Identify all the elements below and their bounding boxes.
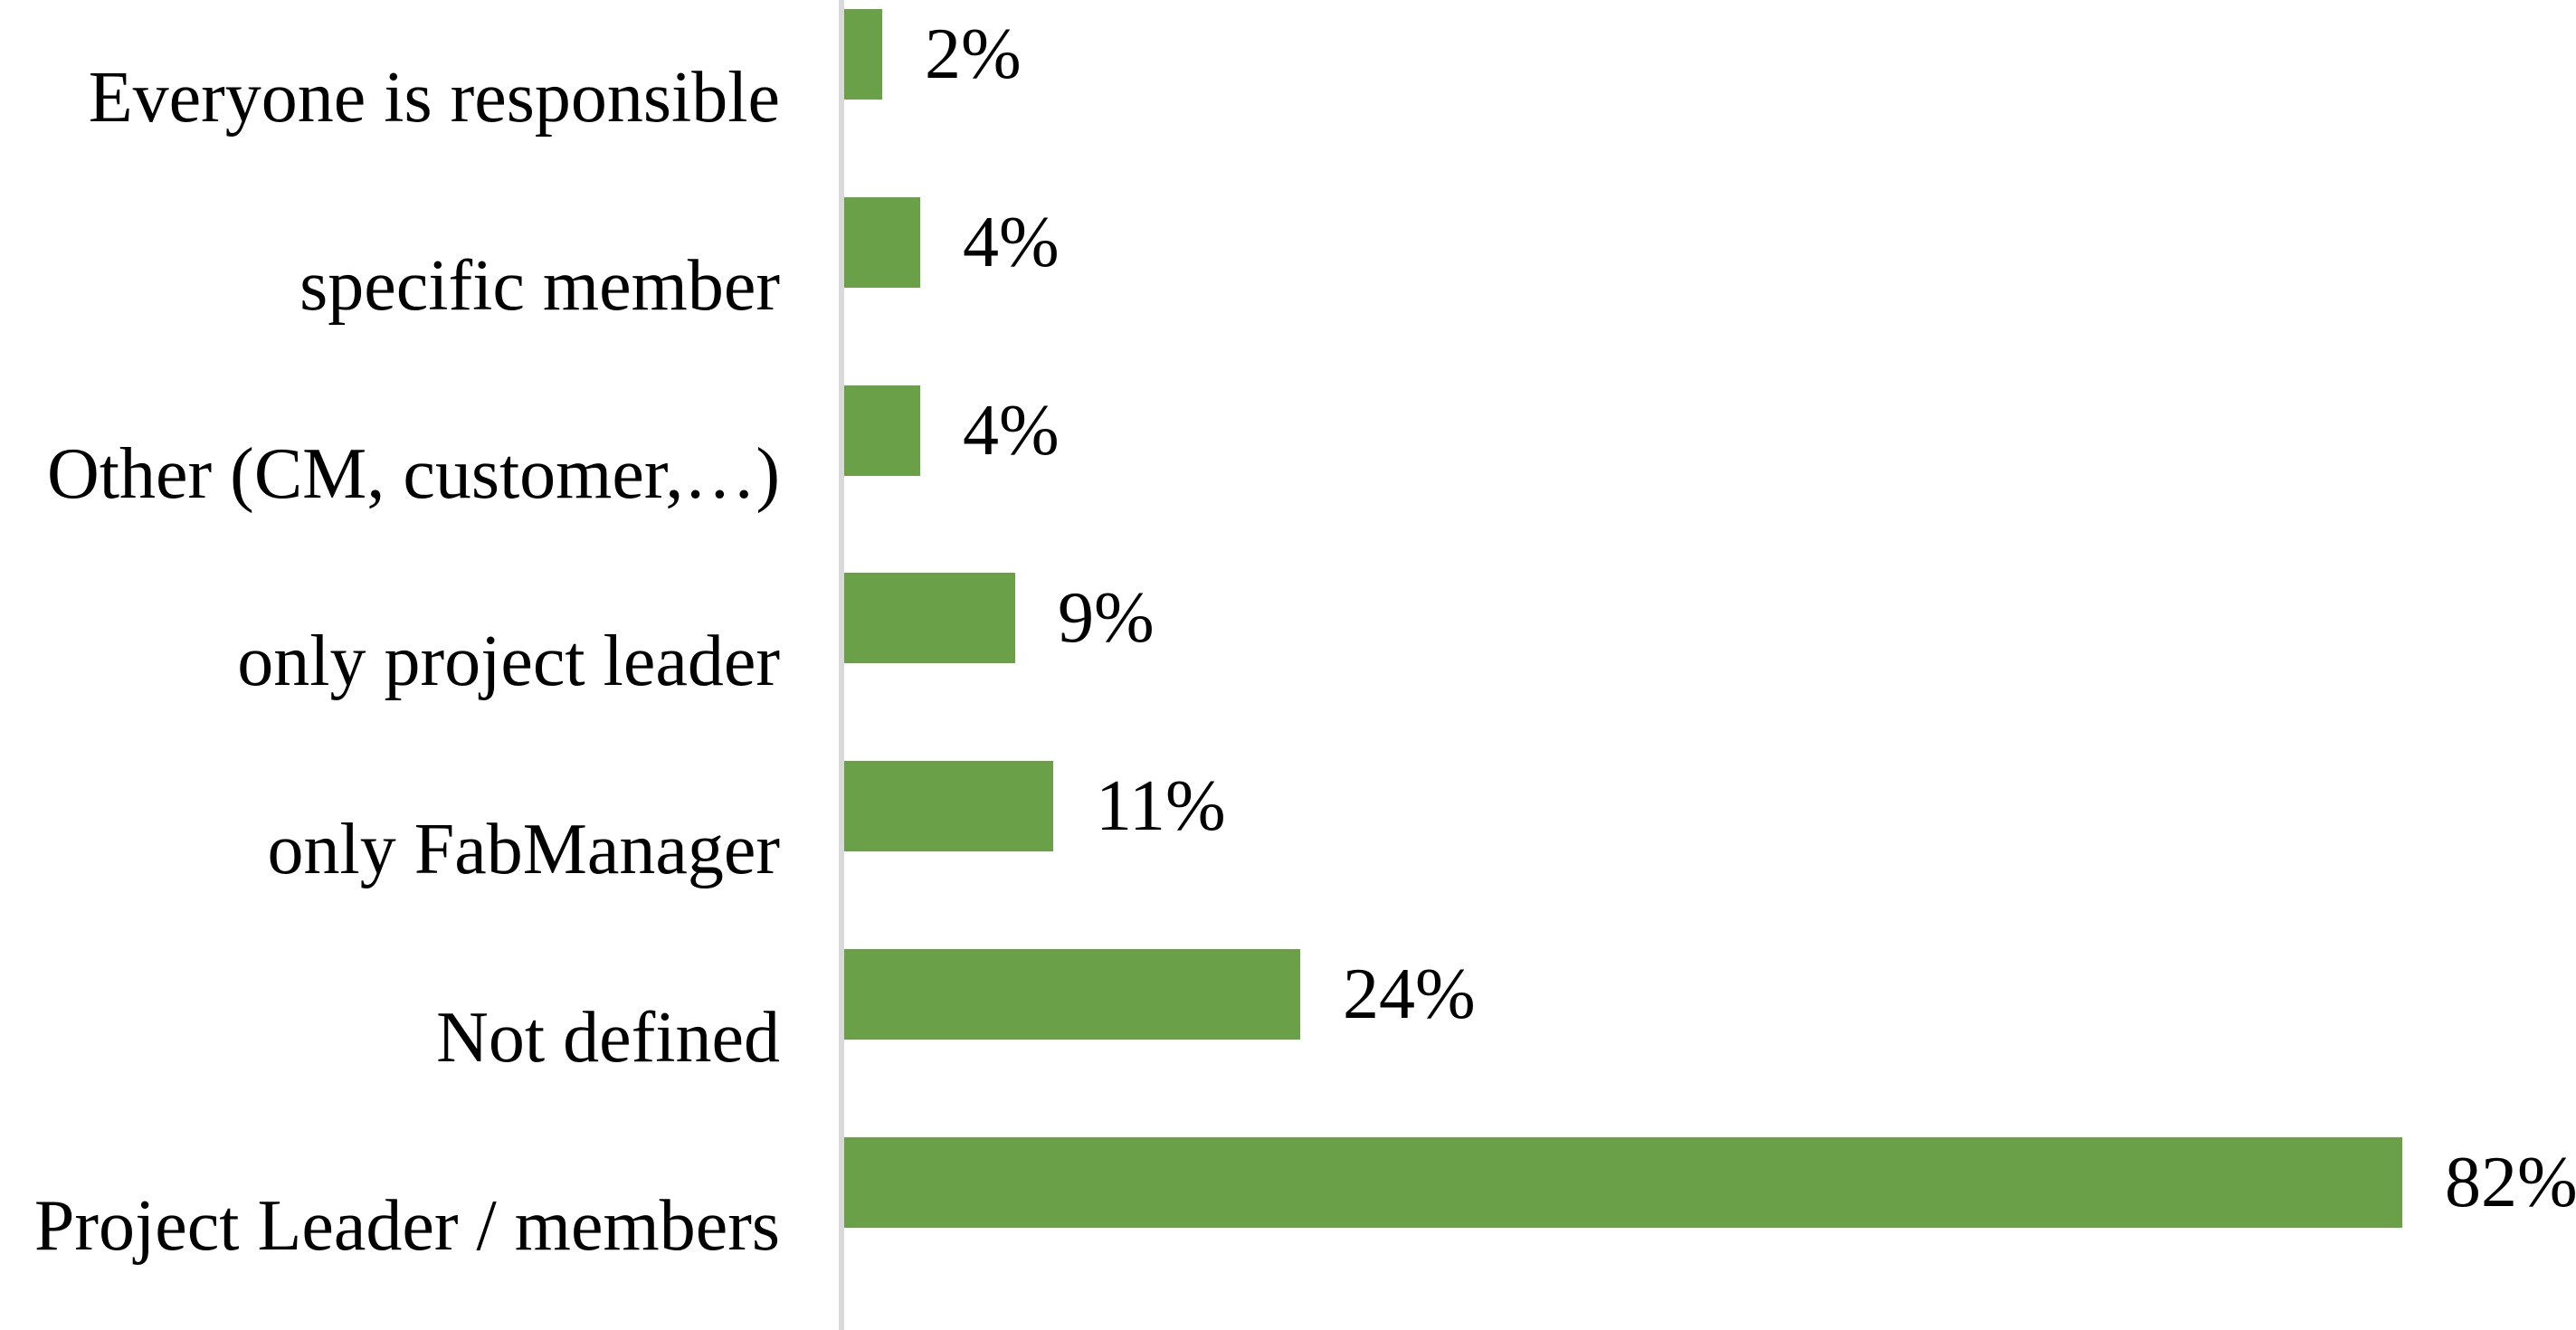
value-label: 2% xyxy=(925,14,1022,94)
bar xyxy=(844,9,882,100)
bar xyxy=(844,385,920,476)
category-label: only project leader xyxy=(237,622,780,701)
value-label: 11% xyxy=(1096,766,1226,846)
bar xyxy=(844,1137,2402,1228)
bar xyxy=(844,573,1015,663)
value-label: 4% xyxy=(963,203,1060,282)
category-label: only FabManager xyxy=(267,810,780,889)
bar xyxy=(844,949,1300,1040)
value-label: 9% xyxy=(1058,578,1155,658)
value-label: 82% xyxy=(2445,1143,2576,1222)
bar xyxy=(844,761,1053,851)
category-label: specific member xyxy=(299,246,780,326)
category-label: Other (CM, customer,…) xyxy=(47,434,780,514)
category-label: Everyone is responsible xyxy=(88,58,780,138)
category-label: Project Leader / members xyxy=(33,1186,780,1266)
value-label: 24% xyxy=(1343,955,1476,1034)
value-label: 4% xyxy=(963,391,1060,470)
category-axis-line xyxy=(839,0,844,1330)
category-label: Not defined xyxy=(436,998,780,1078)
bar xyxy=(844,197,920,288)
